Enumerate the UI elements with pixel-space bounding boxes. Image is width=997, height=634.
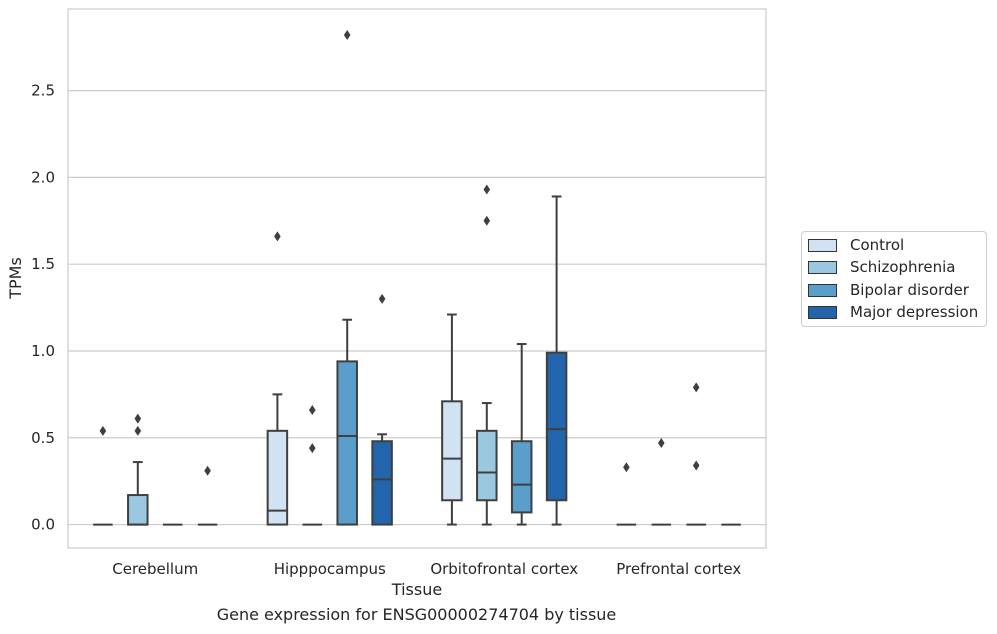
- outlier-point: [134, 413, 142, 424]
- box-control: [616, 462, 637, 526]
- box-bipolar-disorder: [336, 30, 358, 526]
- box-schizophrenia: [476, 184, 498, 526]
- outlier-point: [378, 293, 386, 304]
- legend-swatch: [808, 283, 837, 297]
- x-tick-labels: Cerebellum Hipppocampus Orbitofrontal cort…: [112, 560, 741, 578]
- outlier-point: [692, 382, 700, 393]
- box-body: [336, 360, 358, 526]
- legend-label: Schizophrenia: [850, 258, 956, 276]
- legend-swatch: [808, 238, 837, 252]
- x-tick-label: Hipppocampus: [274, 560, 386, 578]
- outlier-point: [134, 425, 142, 436]
- legend: Control Schizophrenia Bipolar disorder M…: [801, 231, 987, 327]
- x-axis-label: Tissue: [391, 580, 442, 599]
- legend-item-bipolar-disorder: Bipolar disorder: [808, 279, 969, 301]
- box-bipolar-disorder: [686, 382, 706, 526]
- box-body: [371, 440, 393, 526]
- outlier-point: [204, 465, 211, 476]
- y-tick-label: 0.0: [31, 516, 55, 534]
- outlier-point: [309, 404, 316, 415]
- outlier-point: [623, 462, 630, 473]
- x-tick-label: Cerebellum: [112, 560, 198, 578]
- box-body: [441, 400, 463, 502]
- box-major-depression: [197, 465, 218, 526]
- box-body: [127, 494, 149, 526]
- outlier-point: [343, 30, 351, 41]
- legend-label: Control: [850, 236, 905, 254]
- x-tick-label: Orbitofrontal cortex: [430, 560, 578, 578]
- y-tick-label: 1.5: [31, 255, 55, 273]
- y-tick-label: 1.0: [31, 342, 55, 360]
- legend-item-major-depression: Major depression: [808, 301, 978, 323]
- y-axis-label: TPMs: [6, 257, 25, 300]
- box-body: [510, 440, 533, 514]
- y-tick-labels: 0.0 0.5 1.0 1.5 2.0 2.5: [31, 82, 55, 534]
- chart-caption: Gene expression for ENSG00000274704 by t…: [216, 605, 617, 624]
- box-body: [545, 351, 568, 502]
- grid-lines: [68, 89, 766, 526]
- outlier-point: [274, 231, 281, 242]
- box-schizophrenia: [302, 404, 323, 526]
- box-bipolar-disorder: [510, 343, 533, 526]
- legend-swatch: [808, 305, 837, 319]
- x-tick-label: Prefrontal cortex: [616, 560, 741, 578]
- box-schizophrenia: [127, 413, 149, 526]
- outlier-point: [483, 215, 491, 226]
- box-body: [266, 429, 289, 526]
- box-control: [441, 313, 463, 526]
- outlier-point: [99, 425, 107, 436]
- legend-item-control: Control: [808, 234, 904, 256]
- legend-item-schizophrenia: Schizophrenia: [808, 256, 955, 278]
- box-body: [476, 429, 498, 502]
- y-tick-label: 0.5: [31, 429, 55, 447]
- outlier-point: [483, 184, 491, 195]
- plot-area-frame: [67, 8, 767, 549]
- box-control: [93, 425, 113, 526]
- y-tick-label: 2.5: [31, 82, 55, 100]
- box-control: [266, 231, 289, 526]
- y-tick-label: 2.0: [31, 168, 55, 186]
- boxes: [93, 30, 741, 526]
- legend-label: Major depression: [850, 303, 979, 321]
- box-schizophrenia: [651, 437, 672, 526]
- outlier-point: [692, 460, 700, 471]
- legend-swatch: [808, 260, 837, 274]
- box-major-depression: [371, 293, 393, 526]
- box-major-depression: [545, 195, 568, 526]
- outlier-point: [658, 437, 665, 448]
- outlier-point: [309, 443, 316, 454]
- legend-label: Bipolar disorder: [850, 281, 969, 299]
